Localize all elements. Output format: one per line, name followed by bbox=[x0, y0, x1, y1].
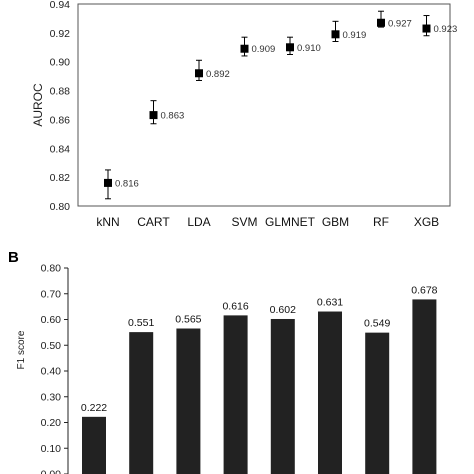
y-tick-label: 0.10 bbox=[41, 443, 62, 455]
data-point-marker bbox=[422, 24, 431, 33]
y-tick-label: 0.80 bbox=[50, 201, 71, 213]
data-label: 0.923 bbox=[434, 24, 458, 35]
x-category-label: LDA bbox=[187, 215, 210, 229]
panel-a-y-ticks: 0.80 0.82 0.84 0.86 0.88 0.90 0.92 0.94 bbox=[50, 0, 71, 213]
y-tick-label: 0.00 bbox=[41, 469, 62, 474]
panel-a-y-axis-title: AUROC bbox=[31, 83, 45, 127]
bar-value-label: 0.631 bbox=[317, 297, 343, 309]
panel-b-y-axis-title: F1 score bbox=[16, 330, 27, 369]
panel-b: B 0.00 0.10 0.20 0.30 0.40 0.50 0.60 0.70 0.80 0… bbox=[8, 249, 438, 474]
data-point-marker bbox=[377, 18, 385, 27]
x-category-label: GBM bbox=[322, 215, 349, 229]
x-category-label: SVM bbox=[231, 215, 257, 229]
panel-a-x-categories: kNN CART LDA SVM GLMNET GBM RF XGB bbox=[96, 215, 439, 229]
x-category-label: RF bbox=[373, 215, 389, 229]
bar-value-label: 0.222 bbox=[81, 402, 107, 414]
y-tick-label: 0.60 bbox=[41, 314, 62, 326]
bar bbox=[223, 315, 248, 474]
y-tick-label: 0.84 bbox=[50, 143, 71, 155]
bar-value-label: 0.616 bbox=[222, 300, 248, 312]
data-point-marker bbox=[149, 111, 158, 120]
y-tick-label: 0.50 bbox=[41, 340, 62, 352]
y-tick-label: 0.82 bbox=[50, 172, 71, 184]
bar-value-label: 0.678 bbox=[411, 284, 437, 296]
data-label: 0.892 bbox=[206, 69, 230, 80]
panel-a: 0.80 0.82 0.84 0.86 0.88 0.90 0.92 0.94 kNN CART… bbox=[31, 0, 457, 229]
data-point-marker bbox=[331, 30, 340, 39]
data-label: 0.927 bbox=[388, 18, 412, 29]
y-tick-label: 0.90 bbox=[50, 57, 71, 69]
bar bbox=[318, 311, 342, 474]
bar-value-label: 0.565 bbox=[175, 314, 201, 326]
data-label: 0.910 bbox=[297, 43, 321, 54]
data-label: 0.816 bbox=[115, 178, 139, 189]
data-label: 0.863 bbox=[161, 111, 185, 122]
bar bbox=[412, 299, 437, 474]
y-tick-label: 0.30 bbox=[41, 391, 62, 403]
data-point-marker bbox=[286, 43, 294, 52]
y-tick-label: 0.88 bbox=[50, 86, 71, 98]
y-tick-label: 0.80 bbox=[41, 263, 62, 275]
data-point-marker bbox=[240, 44, 249, 53]
y-tick-label: 0.70 bbox=[41, 288, 62, 300]
panel-a-markers bbox=[104, 18, 431, 187]
y-tick-label: 0.92 bbox=[50, 28, 71, 40]
panel-b-data-labels: 0.222 0.551 0.565 0.616 0.602 0.631 0.549 0.678 bbox=[81, 284, 438, 413]
bar-value-label: 0.602 bbox=[270, 304, 296, 316]
x-category-label: GLMNET bbox=[265, 215, 316, 229]
x-category-label: XGB bbox=[414, 215, 439, 229]
panel-b-bars bbox=[82, 299, 437, 474]
x-category-label: kNN bbox=[96, 215, 119, 229]
bar bbox=[365, 332, 390, 474]
panel-b-y-ticks: 0.00 0.10 0.20 0.30 0.40 0.50 0.60 0.70 0.80 bbox=[41, 263, 68, 474]
data-point-marker bbox=[104, 178, 112, 187]
bar-value-label: 0.549 bbox=[364, 318, 390, 330]
y-tick-label: 0.94 bbox=[50, 0, 71, 11]
panel-a-data-labels: 0.816 0.863 0.892 0.909 0.910 0.919 0.927 0.923 bbox=[115, 18, 457, 189]
bar bbox=[176, 328, 201, 474]
data-label: 0.909 bbox=[252, 44, 276, 55]
bar bbox=[129, 332, 154, 474]
data-label: 0.919 bbox=[343, 30, 367, 41]
data-point-marker bbox=[195, 69, 203, 78]
y-tick-label: 0.20 bbox=[41, 417, 62, 429]
panel-a-error-bars bbox=[105, 10, 430, 200]
y-tick-label: 0.40 bbox=[41, 366, 62, 378]
bar bbox=[270, 318, 295, 474]
panel-b-letter: B bbox=[8, 249, 19, 266]
bar bbox=[82, 416, 106, 474]
panel-a-plot-frame bbox=[77, 3, 451, 207]
y-tick-label: 0.86 bbox=[50, 114, 71, 126]
bar-value-label: 0.551 bbox=[128, 317, 154, 329]
x-category-label: CART bbox=[137, 215, 170, 229]
